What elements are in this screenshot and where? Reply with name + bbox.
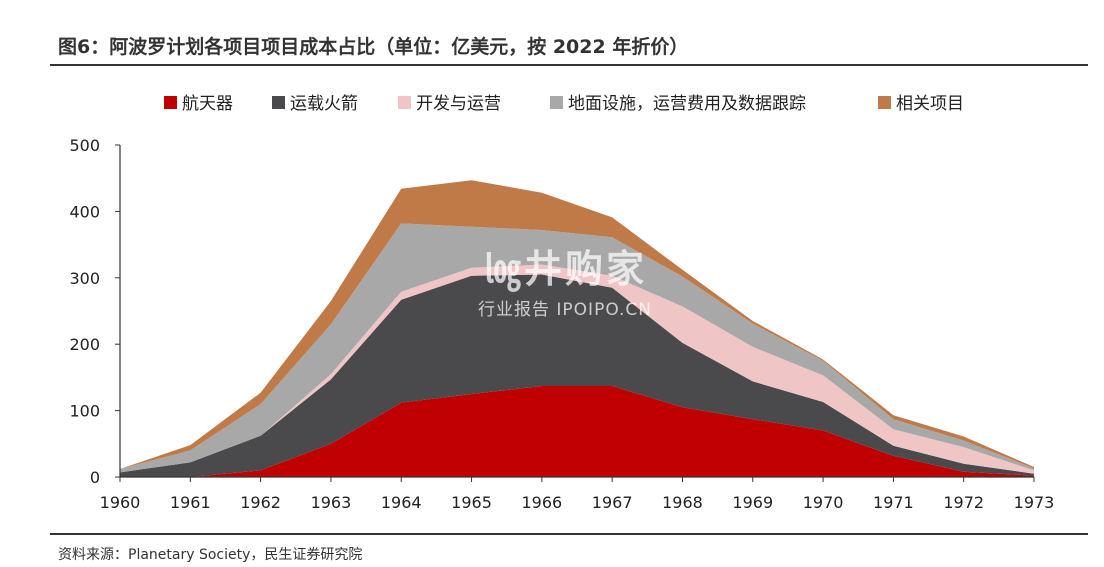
legend-swatch <box>878 96 891 109</box>
x-tick-label: 1964 <box>381 493 422 512</box>
area-series-4 <box>120 223 1034 473</box>
x-tick-label: 1961 <box>170 493 211 512</box>
x-tick-label: 1971 <box>873 493 914 512</box>
legend-swatch <box>164 96 177 109</box>
legend-swatch <box>550 96 563 109</box>
x-tick-label: 1963 <box>311 493 352 512</box>
legend-label: 运载火箭 <box>290 94 358 114</box>
bottom-rule <box>50 533 1088 535</box>
x-tick-label: 1962 <box>240 493 281 512</box>
legend-label: 航天器 <box>182 94 233 114</box>
y-tick-label: 500 <box>69 136 100 155</box>
y-tick-label: 200 <box>69 335 100 354</box>
legend-swatch <box>398 96 411 109</box>
source-note: 资料来源：Planetary Society，民生证券研究院 <box>58 547 363 563</box>
x-tick-label: 1972 <box>943 493 984 512</box>
y-tick-label: 100 <box>69 402 100 421</box>
legend-swatch <box>272 96 285 109</box>
x-tick-label: 1969 <box>732 493 773 512</box>
legend-label: 相关项目 <box>896 94 964 114</box>
top-rule <box>50 64 1088 66</box>
x-tick-label: 1960 <box>100 493 141 512</box>
area-series-2 <box>120 274 1034 477</box>
x-tick-label: 1970 <box>803 493 844 512</box>
area-series-1 <box>120 386 1034 477</box>
chart-title: 图6：阿波罗计划各项目项目成本占比（单位：亿美元，按 2022 年折价） <box>58 36 689 58</box>
x-tick-label: 1966 <box>521 493 562 512</box>
y-tick-label: 400 <box>69 202 100 221</box>
x-tick-label: 1965 <box>451 493 492 512</box>
legend-label: 开发与运营 <box>416 94 501 114</box>
x-tick-label: 1968 <box>662 493 703 512</box>
legend-label: 地面设施，运营费用及数据跟踪 <box>568 94 806 114</box>
y-tick-label: 300 <box>69 269 100 288</box>
x-tick-label: 1973 <box>1014 493 1055 512</box>
area-series-3 <box>120 264 1034 474</box>
x-tick-label: 1967 <box>592 493 633 512</box>
series-areas <box>120 180 1034 477</box>
axes: 0 100 200 300 400 500 1960 1961 1962 1963 1964 1965… <box>69 136 1054 512</box>
legend: 航天器 运载火箭 开发与运营 地面设施，运营费用及数据跟踪 相关项目 <box>164 94 964 114</box>
y-tick-label: 0 <box>90 468 100 487</box>
